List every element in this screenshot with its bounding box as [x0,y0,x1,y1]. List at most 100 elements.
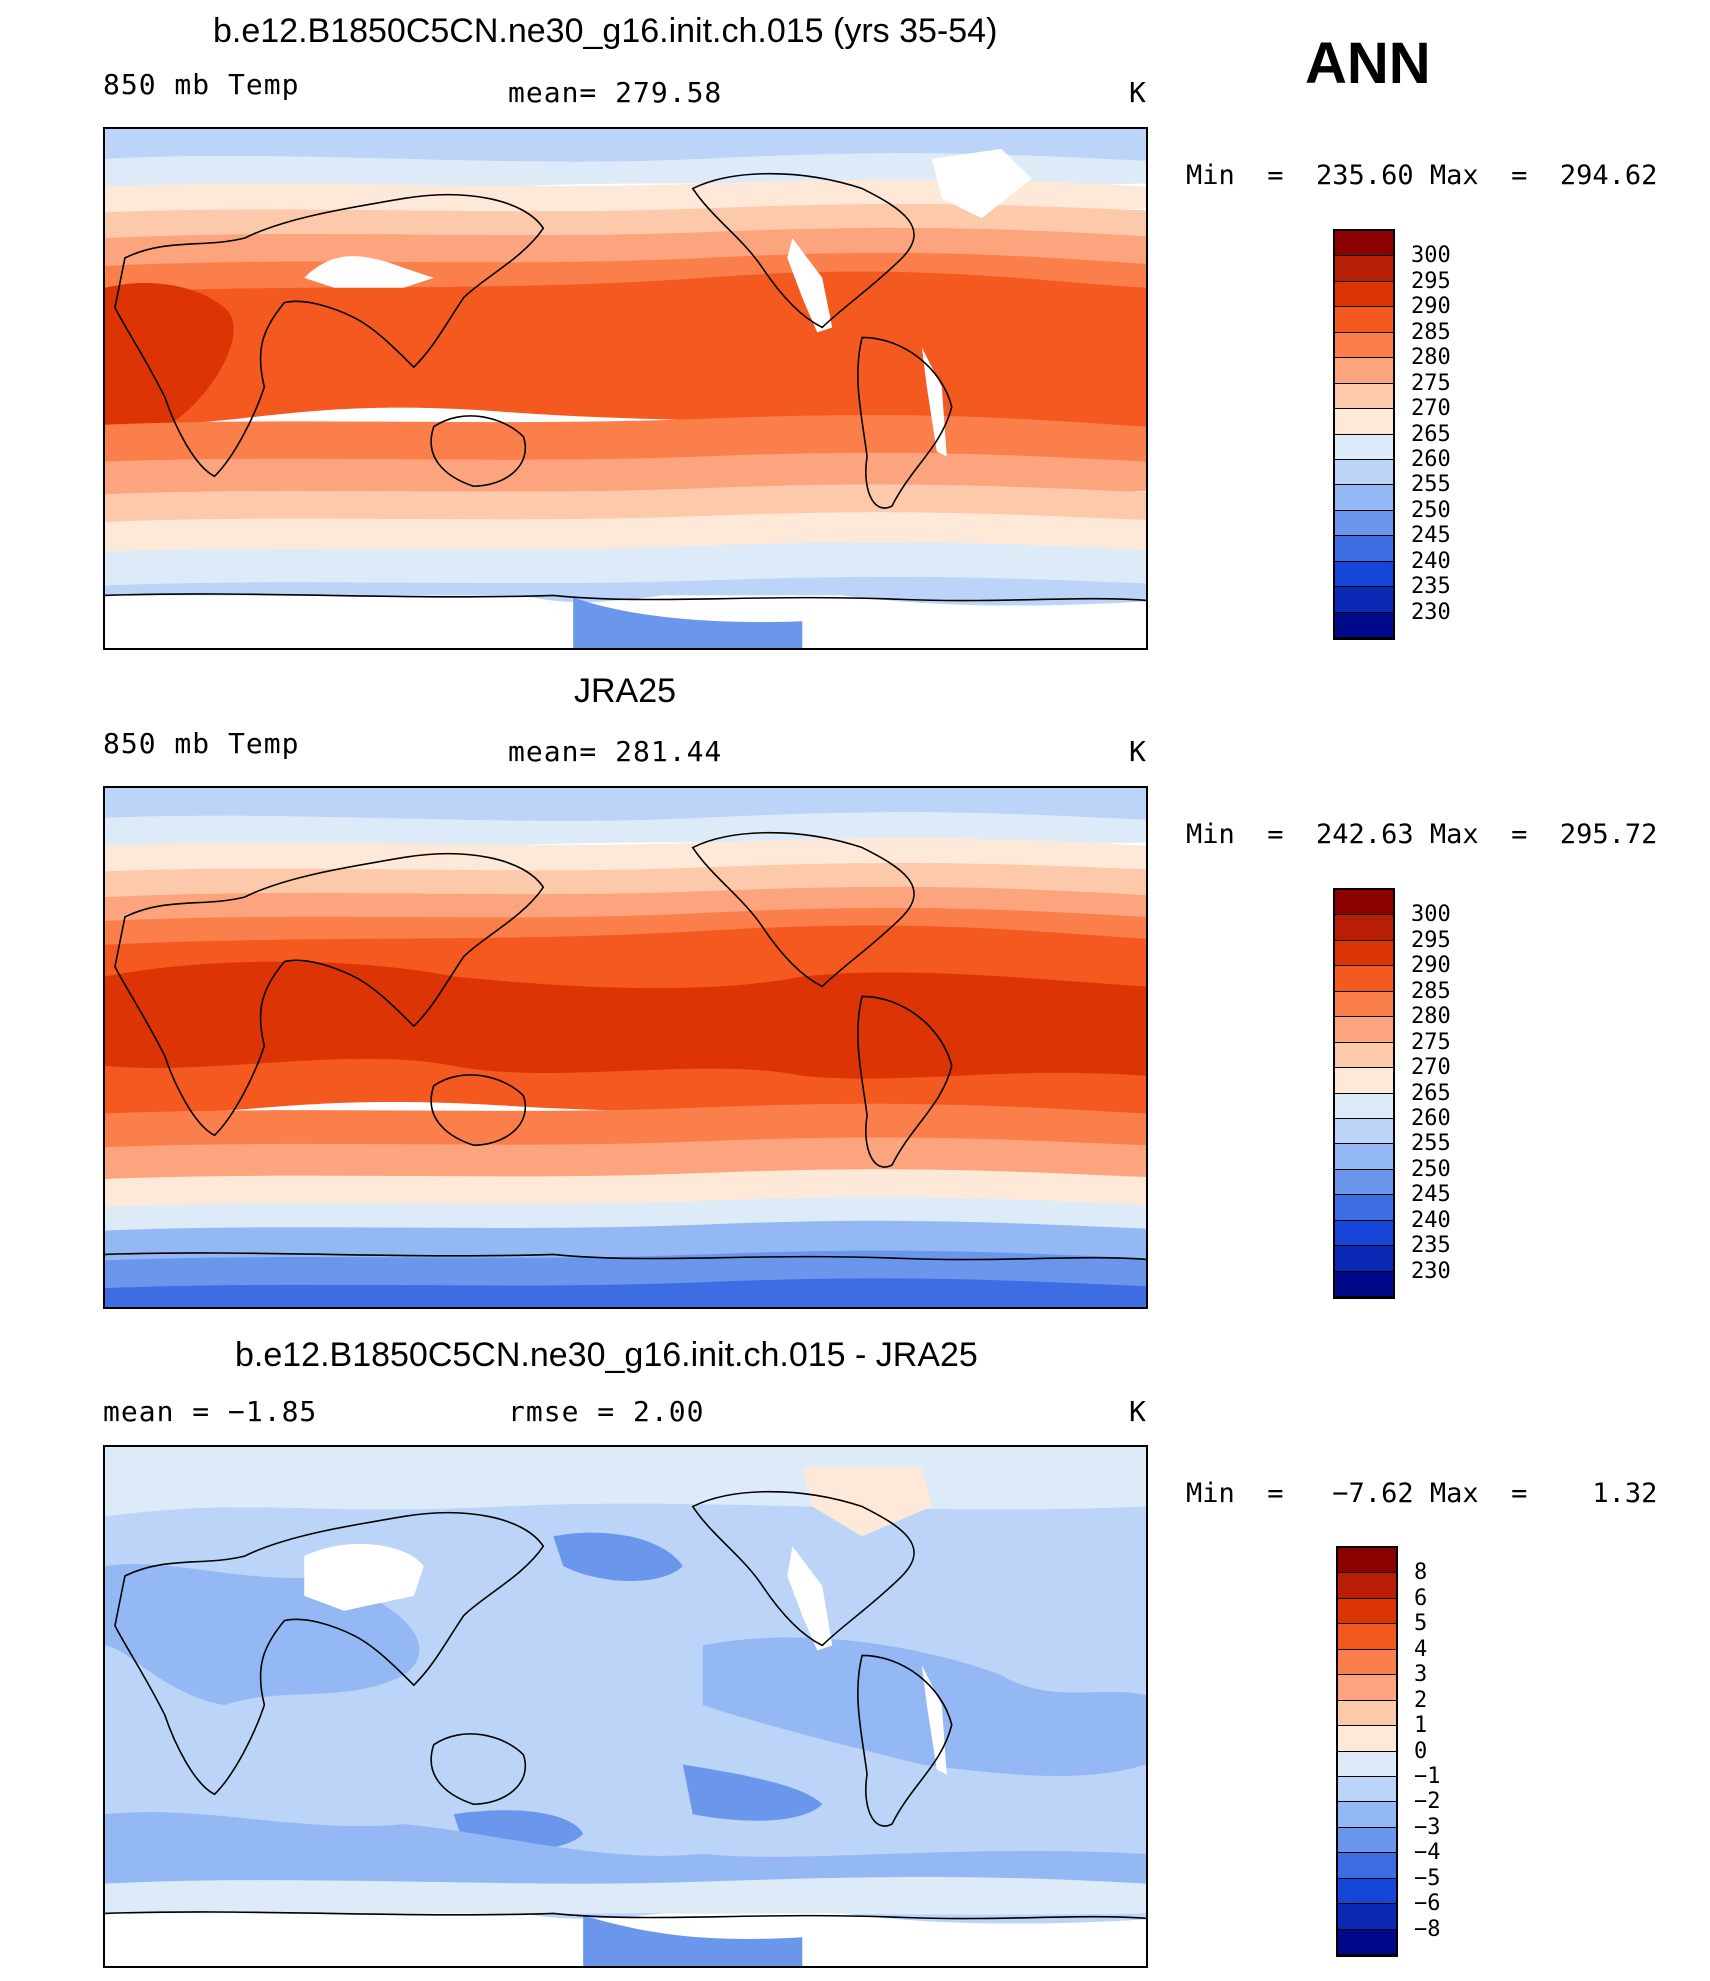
panel-1-bands [105,129,1146,648]
missing-data-andes [921,1665,947,1775]
panel-2-unit-label: K [1129,735,1147,768]
panel-2-map-svg [105,788,1146,1307]
missing-data-tibet [304,1543,424,1611]
panel-2-bands [105,788,1146,1307]
colorbar-swatch [1335,434,1393,460]
colorbar-tick-label: 250 [1411,1156,1451,1182]
colorbar-tick-label: −6 [1414,1891,1441,1917]
panel-1-map [103,127,1148,650]
colorbar-tick-label: 275 [1411,1029,1451,1055]
panel-2-mean-label: mean= 281.44 [508,735,723,768]
coastline-afro-eurasia [114,1511,545,1796]
colorbar-swatch [1338,1624,1396,1650]
colorbar-swatch [1335,561,1393,588]
colorbar-swatch [1335,459,1393,486]
colorbar-swatch [1335,1144,1393,1170]
colorbar-tick-label: −1 [1414,1763,1441,1789]
colorbar-swatch [1335,332,1393,359]
colorbar-tick-label: 265 [1411,421,1451,447]
colorbar-swatch [1335,940,1393,967]
band [105,1877,1146,1918]
colorbar-tick-label: 280 [1411,1004,1451,1030]
colorbar-tick-label: 260 [1411,446,1451,472]
colorbar-tick-label: 3 [1414,1662,1428,1688]
colorbar-tick-label: −2 [1414,1789,1441,1815]
colorbar-tick-label: 295 [1411,268,1451,294]
panel-2-title: JRA25 [574,672,677,710]
colorbar-swatch [1335,1093,1393,1119]
colorbar-swatch [1338,1751,1396,1777]
coastline-afro-eurasia [114,193,545,478]
coastline-north-america [691,1490,915,1647]
colorbar-tick-label: 6 [1414,1585,1428,1611]
colorbar-tick-label: −8 [1414,1916,1441,1942]
colorbar-swatch [1338,1675,1396,1701]
panel-1-minmax: Min = 235.60 Max = 294.62 [1186,160,1658,191]
colorbar-tick-label: −3 [1414,1814,1441,1840]
panel-3-map [103,1445,1148,1968]
coastline-south-america [857,1654,953,1827]
coastline-australia [430,1074,527,1147]
colorbar-tick-label: 240 [1411,1207,1451,1233]
band [105,282,234,427]
colorbar-swatch [1335,1118,1393,1145]
coastline-south-america [857,336,953,509]
colorbar-swatch [1338,1929,1396,1955]
colorbar-swatch [1338,1776,1396,1803]
coastline-antarctica [105,1252,1146,1261]
band [105,271,1146,427]
panel-2-map [103,786,1148,1309]
colorbar-tick-label: −5 [1414,1865,1441,1891]
panel-1-variable-label: 850 mb Temp [103,68,300,101]
colorbar-tick-label: 295 [1411,927,1451,953]
colorbar-swatch [1335,1068,1393,1094]
panel-3-title: b.e12.B1850C5CN.ne30_g16.init.ch.015 - J… [235,1336,978,1374]
colorbar-swatch [1335,358,1393,384]
panel-2-coastlines [105,831,1146,1261]
panel-1-mean-label: mean= 279.58 [508,76,723,109]
colorbar-swatch [1335,256,1393,282]
colorbar-swatch [1335,587,1393,613]
colorbar-tick-label: 4 [1414,1636,1428,1662]
colorbar-swatch [1338,1649,1396,1676]
colorbar-swatch [1335,485,1393,511]
colorbar-swatch [1335,1220,1393,1247]
colorbar-swatch [1335,409,1393,435]
band [573,597,803,648]
colorbar-tick-label: 270 [1411,1055,1451,1081]
coastline-south-america [857,995,953,1168]
colorbar-tick-label: −4 [1414,1840,1441,1866]
colorbar-swatch [1335,383,1393,410]
colorbar-tick-label: 240 [1411,548,1451,574]
colorbar-swatch [1335,1017,1393,1043]
colorbar-tick-label: 285 [1411,319,1451,345]
colorbar-tick-label: 230 [1411,1258,1451,1284]
colorbar-swatch [1338,1853,1396,1879]
colorbar-swatch [1338,1700,1396,1727]
coastline-antarctica [105,593,1146,602]
colorbar-swatch [1338,1904,1396,1930]
colorbar-swatch [1335,1195,1393,1221]
colorbar-swatch [1338,1598,1396,1625]
colorbar-tick-label: 275 [1411,370,1451,396]
colorbar-swatch [1338,1548,1396,1574]
band [583,1915,803,1966]
colorbar-swatch [1335,890,1393,916]
panel-3-minmax: Min = −7.62 Max = 1.32 [1186,1478,1658,1509]
colorbar-swatch [1335,281,1393,308]
colorbar-swatch [1338,1827,1396,1854]
missing-data-andes [921,347,947,457]
colorbar-3 [1336,1546,1398,1957]
colorbar-swatch [1338,1802,1396,1828]
missing-data-tibet [304,256,434,288]
colorbar-swatch [1338,1573,1396,1599]
band [802,1466,932,1537]
colorbar-tick-label: 290 [1411,294,1451,320]
colorbar-tick-label: 8 [1414,1560,1428,1586]
band [553,1532,683,1581]
colorbar-tick-label: 5 [1414,1611,1428,1637]
colorbar-tick-label: 235 [1411,1233,1451,1259]
colorbar-swatch [1338,1726,1396,1752]
panel-3-bands [105,1447,1146,1966]
colorbar-tick-label: 300 [1411,243,1451,269]
